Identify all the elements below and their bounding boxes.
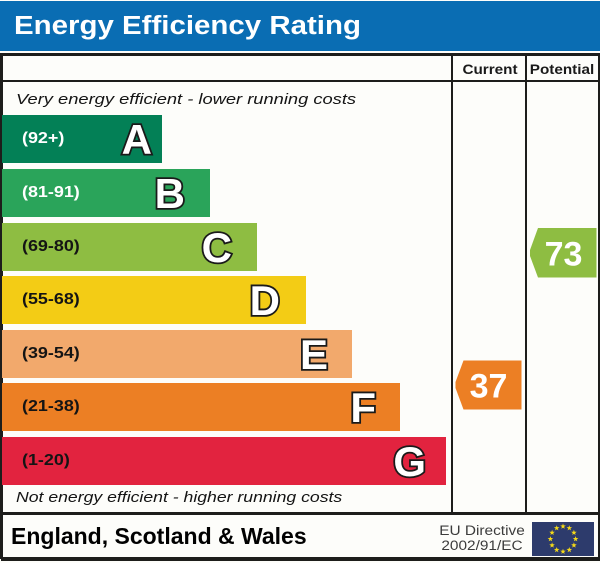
svg-text:73: 73: [545, 236, 583, 274]
svg-text:37: 37: [470, 368, 508, 406]
